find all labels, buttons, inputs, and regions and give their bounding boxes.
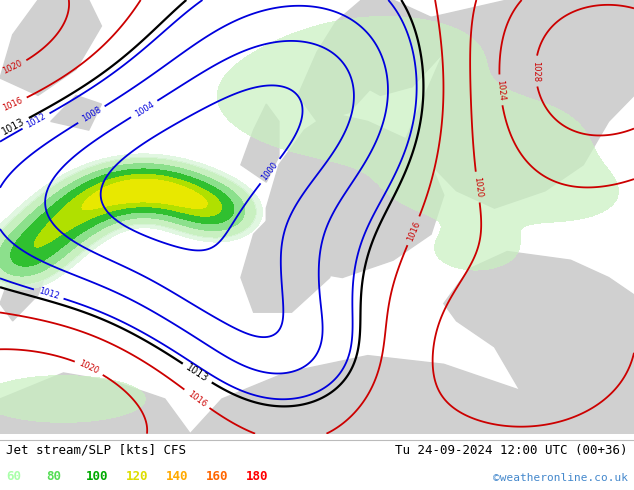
Polygon shape [266,113,444,277]
Text: 1013: 1013 [1,116,27,136]
Text: 1020: 1020 [472,176,484,198]
Polygon shape [298,0,412,122]
Text: 100: 100 [86,470,108,483]
Text: 1020: 1020 [77,359,100,376]
Polygon shape [190,356,634,434]
Text: 80: 80 [46,470,61,483]
Text: Tu 24-09-2024 12:00 UTC (00+36): Tu 24-09-2024 12:00 UTC (00+36) [395,444,628,457]
Text: 1020: 1020 [1,59,24,76]
Polygon shape [444,251,634,408]
Text: 60: 60 [6,470,22,483]
Polygon shape [241,199,342,312]
Polygon shape [349,0,444,96]
Text: 1004: 1004 [133,99,155,119]
Text: 1013: 1013 [184,362,210,384]
Polygon shape [241,104,279,182]
Text: 1016: 1016 [186,389,208,409]
Text: 1012: 1012 [25,112,48,130]
Polygon shape [0,234,51,321]
Text: 1000: 1000 [260,160,280,182]
Text: 1024: 1024 [495,79,506,101]
Text: 1016: 1016 [405,220,422,242]
Text: 140: 140 [166,470,188,483]
Text: 1008: 1008 [80,105,103,124]
Text: ©weatheronline.co.uk: ©weatheronline.co.uk [493,473,628,483]
Polygon shape [51,96,101,130]
Polygon shape [0,0,101,96]
Text: 1012: 1012 [37,287,60,301]
Polygon shape [0,373,190,434]
Text: 180: 180 [246,470,268,483]
Text: Jet stream/SLP [kts] CFS: Jet stream/SLP [kts] CFS [6,444,186,457]
Text: 1028: 1028 [531,60,540,82]
Text: 120: 120 [126,470,148,483]
Polygon shape [380,0,634,208]
Text: 1016: 1016 [1,96,24,113]
Text: 160: 160 [206,470,228,483]
